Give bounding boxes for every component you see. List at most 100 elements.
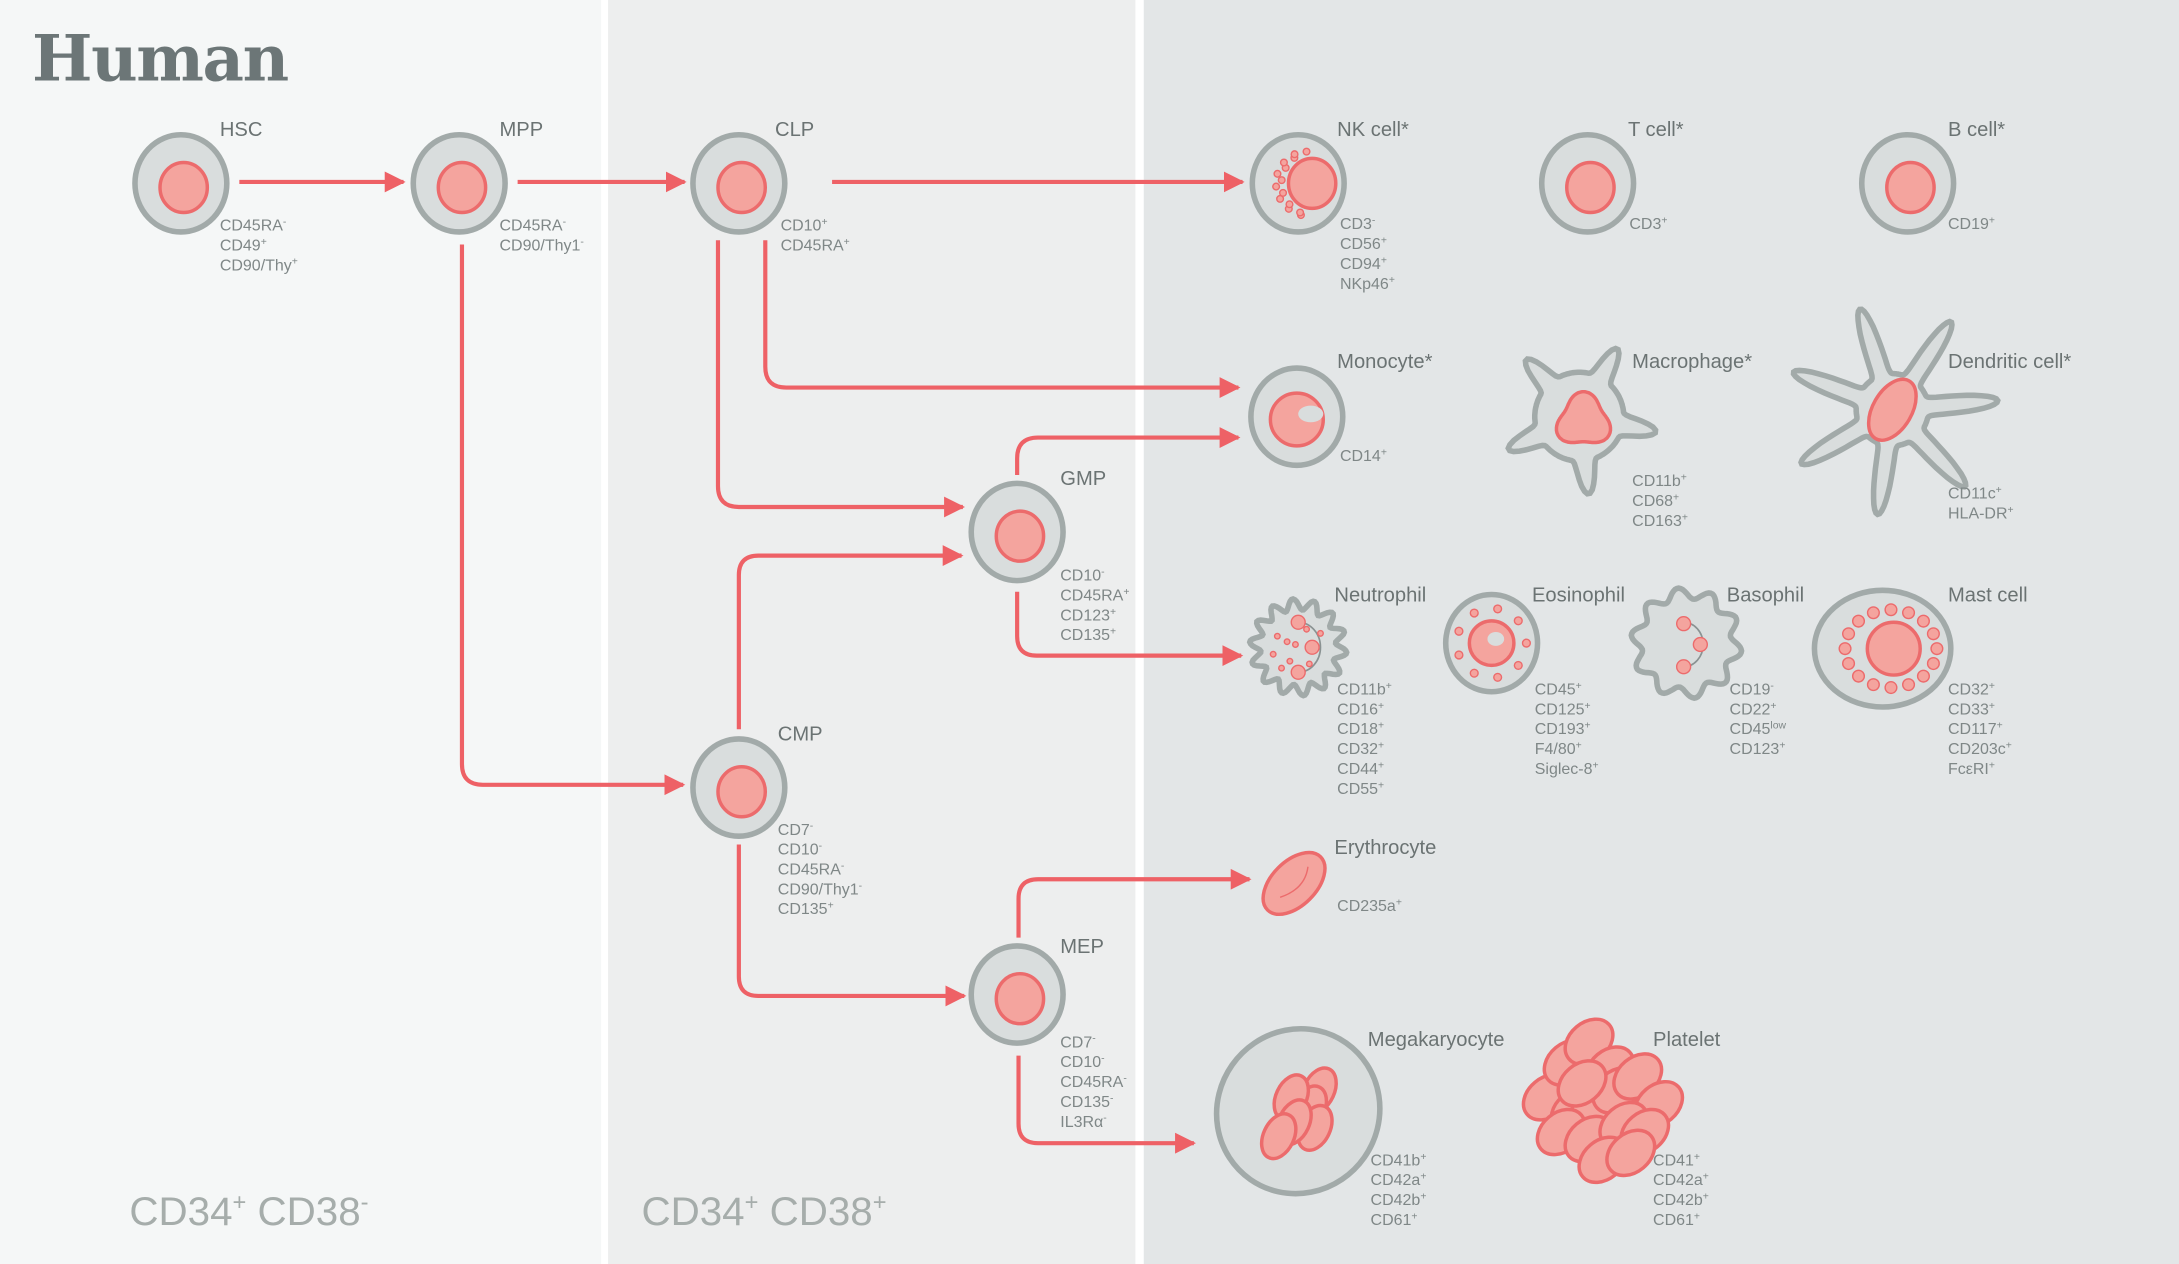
nucleus-notch (1487, 632, 1505, 646)
marker-sign: + (1576, 681, 1582, 692)
cell-name: Megakaryocyte (1368, 1029, 1505, 1051)
marker-name: CD42a (1653, 1172, 1703, 1189)
marker-name: CD45RA (778, 862, 841, 879)
nucleus (1885, 160, 1936, 215)
marker-name: F4/80 (1535, 741, 1576, 758)
page-title: Human (32, 22, 289, 97)
nucleus (158, 160, 210, 215)
marker: CD22+ (1730, 701, 1777, 719)
marker-sign: + (1996, 485, 2002, 496)
marker-sign: + (1661, 216, 1667, 227)
marker-sign: - (1103, 1113, 1106, 1124)
marker-sign: + (1381, 448, 1387, 459)
granule (1296, 208, 1305, 217)
marker-name: CD44 (1337, 761, 1378, 778)
marker-name: CD45 (1535, 682, 1576, 699)
marker-name: CD11b (1632, 473, 1681, 490)
marker: CD32+ (1337, 741, 1384, 759)
cell-name: Macrophage* (1632, 351, 1752, 373)
marker-sign: + (1681, 473, 1687, 484)
marker: CD10- (1060, 567, 1104, 585)
granule (1521, 638, 1532, 648)
cell-fold (1279, 866, 1309, 898)
arrow-gmp-to-neut (1015, 591, 1244, 667)
granule (1902, 678, 1916, 692)
marker-name: CD94 (1340, 256, 1381, 273)
marker: CD42a+ (1371, 1172, 1427, 1190)
marker: CD125+ (1535, 701, 1591, 719)
marker: CD18+ (1337, 721, 1384, 739)
marker: IL3Rα- (1060, 1113, 1106, 1131)
marker: CD11b+ (1632, 473, 1687, 491)
marker-name: CD10 (1060, 568, 1101, 585)
marker: CD90/Thy1- (500, 237, 584, 255)
marker-name: CD19 (1948, 216, 1989, 233)
marker-name: CD42b (1653, 1192, 1703, 1209)
marker: FcεRI+ (1948, 760, 1995, 778)
granule (1273, 632, 1281, 640)
platelet-fragment (1556, 1059, 1608, 1108)
marker: Siglec-8+ (1535, 760, 1599, 778)
marker-sign: + (1110, 607, 1116, 618)
marker-sign: + (1585, 701, 1591, 712)
marker-sign: + (1703, 1172, 1709, 1183)
marker: CD45RA- (220, 217, 287, 235)
marker-name: CD49 (220, 237, 261, 254)
marker: NKp46+ (1340, 275, 1395, 293)
marker-sign: - (810, 821, 813, 832)
marker-sign: + (1694, 1152, 1700, 1163)
cell-body (1261, 850, 1327, 916)
marker-sign: - (841, 861, 844, 872)
granule (1278, 188, 1288, 197)
marker-name: CD123 (1730, 741, 1780, 758)
nucleus-lobe (1259, 1112, 1298, 1161)
marker: CD32+ (1948, 681, 1995, 699)
marker-sign: + (1673, 492, 1679, 503)
marker-name: CD135 (778, 901, 828, 918)
marker-sign: + (292, 257, 298, 268)
marker-name: CD90/Thy1 (500, 237, 581, 254)
nucleus (1866, 377, 1918, 442)
marker: CD11b+ (1337, 681, 1392, 699)
marker: F4/80+ (1535, 741, 1582, 759)
cell-nk: NK cell*CD3-CD56+CD94+NKp46+ (1249, 119, 1409, 293)
granule (1926, 627, 1940, 641)
marker-sign: - (819, 841, 822, 852)
arrow-gmp-to-mono (1015, 427, 1241, 476)
marker: CD33+ (1948, 701, 1995, 719)
marker: CD45+ (1535, 681, 1582, 699)
marker: CD135+ (1060, 627, 1116, 645)
marker-sign: + (1420, 1152, 1426, 1163)
marker-sign: + (1770, 701, 1776, 712)
marker-name: CD117 (1948, 721, 1997, 738)
arrow-clp-to-gmp (715, 240, 965, 518)
nucleus (1286, 156, 1338, 211)
marker-name: CD14 (1340, 448, 1381, 465)
marker-sign: + (1694, 1211, 1700, 1222)
marker-name: CD125 (1535, 701, 1585, 718)
marker-name: CD18 (1337, 721, 1378, 738)
cell-b: B cell* CD19+ (1858, 119, 2005, 235)
cell-name: Platelet (1653, 1029, 1721, 1051)
granule (1272, 182, 1281, 191)
granule (1303, 625, 1311, 633)
cell-name: Basophil (1727, 584, 1804, 606)
marker-name: IL3Rα (1060, 1114, 1103, 1131)
marker-name: CD45RA (1060, 1074, 1123, 1091)
marker-sign: + (261, 237, 267, 248)
marker: CD94+ (1340, 255, 1387, 273)
marker-name: CD3 (1340, 216, 1372, 233)
marker: CD42a+ (1653, 1172, 1709, 1190)
cell-name: Neutrophil (1334, 584, 1426, 606)
marker: CD10+ (781, 217, 828, 235)
marker-name: CD7 (1060, 1034, 1092, 1051)
marker: CD10- (1060, 1054, 1104, 1072)
marker-name: CD61 (1653, 1212, 1694, 1229)
marker: CD203c+ (1948, 741, 2012, 759)
marker-sign: + (1989, 701, 1995, 712)
